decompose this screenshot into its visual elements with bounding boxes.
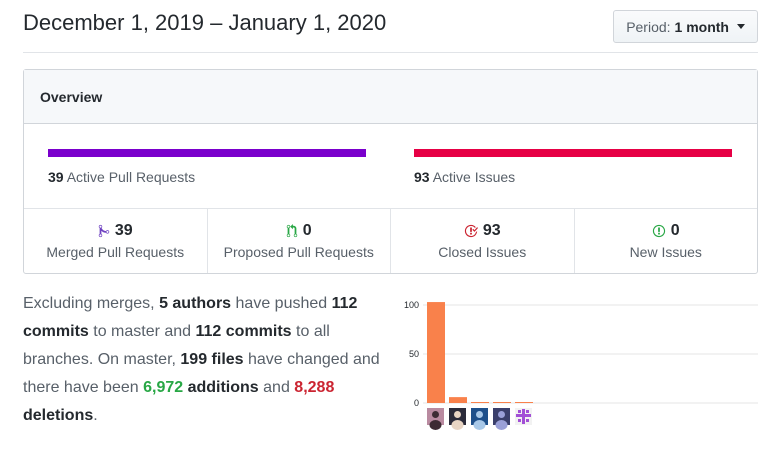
active-issues-summary[interactable]: 93 Active Issues [414, 149, 732, 185]
new-issue-icon [652, 224, 665, 238]
additions-label: additions [183, 379, 259, 396]
avatar[interactable] [515, 408, 532, 425]
commits-by-author-chart: 0 50 100 [395, 296, 760, 430]
additions-count: 6,972 [143, 379, 184, 396]
active-issues-count: 93 [414, 169, 430, 185]
avatar[interactable] [471, 408, 488, 430]
avatar[interactable] [427, 408, 444, 430]
closed-issues-count: 93 [482, 222, 501, 239]
commit-summary: Excluding merges, 5 authors have pushed … [23, 290, 385, 430]
stat-proposed-prs[interactable]: 0 Proposed Pull Requests [208, 209, 391, 273]
y-tick-label: 0 [414, 398, 419, 408]
summary-text: to all branches. On master, [23, 323, 330, 368]
stat-merged-prs[interactable]: 39 Merged Pull Requests [24, 209, 208, 273]
proposed-prs-count: 0 [302, 222, 312, 239]
chart-svg: 0 50 100 [404, 300, 758, 430]
avatar[interactable] [449, 408, 466, 430]
deletions-count: 8,288 [294, 379, 335, 396]
merged-pr-icon [98, 224, 110, 238]
summary-text: have pushed [231, 295, 332, 312]
commit-bar[interactable] [449, 397, 467, 403]
new-issues-count: 0 [670, 222, 680, 239]
active-prs-summary[interactable]: 39 Active Pull Requests [48, 149, 366, 185]
authors-count: 5 authors [159, 295, 232, 312]
deletions-label: deletions [23, 407, 94, 424]
summary-text: and [258, 379, 295, 396]
commit-bar[interactable] [493, 402, 511, 403]
y-tick-label: 50 [409, 349, 419, 359]
files-changed: 199 files [180, 351, 244, 368]
active-prs-label: Active Pull Requests [66, 169, 196, 185]
stat-new-issues[interactable]: 0 New Issues [575, 209, 758, 273]
active-prs-bar [48, 149, 366, 157]
commits-master: 112 commits [23, 295, 358, 340]
summary-text: have changed and there have been [23, 351, 380, 396]
proposed-prs-label: Proposed Pull Requests [223, 244, 374, 260]
merged-prs-count: 39 [114, 222, 133, 239]
closed-issue-icon [464, 224, 478, 238]
commit-bar[interactable] [427, 302, 445, 403]
overview-box: Overview 39 Active Pull Requests 93 Acti… [23, 69, 758, 274]
stat-closed-issues[interactable]: 93 Closed Issues [391, 209, 575, 273]
commits-all: 112 commits [195, 323, 292, 340]
summary-text: . [93, 407, 98, 424]
closed-issues-label: Closed Issues [438, 244, 527, 260]
period-label: Period: [626, 18, 671, 35]
stats-row: 39 Merged Pull Requests 0 Proposed Pull … [24, 209, 757, 273]
active-prs-count: 39 [48, 169, 64, 185]
active-issues-label: Active Issues [432, 169, 516, 185]
overview-title: Overview [24, 70, 757, 124]
date-range-title: December 1, 2019 – January 1, 2020 [23, 10, 387, 35]
summary-text: Excluding merges, [23, 295, 160, 312]
new-issues-label: New Issues [629, 244, 702, 260]
commit-bar[interactable] [471, 402, 489, 403]
caret-down-icon [737, 24, 745, 29]
summary-text: to master and [88, 323, 196, 340]
period-value: 1 month [674, 18, 729, 35]
proposed-pr-icon [286, 224, 298, 238]
active-issues-bar [414, 149, 732, 157]
commit-bar[interactable] [515, 402, 533, 403]
period-select-button[interactable]: Period: 1 month [613, 10, 758, 43]
avatar[interactable] [493, 408, 510, 430]
page-header: December 1, 2019 – January 1, 2020 Perio… [23, 0, 758, 53]
y-tick-label: 100 [404, 300, 419, 310]
merged-prs-label: Merged Pull Requests [46, 244, 185, 260]
activity-bars: 39 Active Pull Requests 93 Active Issues [24, 124, 757, 209]
